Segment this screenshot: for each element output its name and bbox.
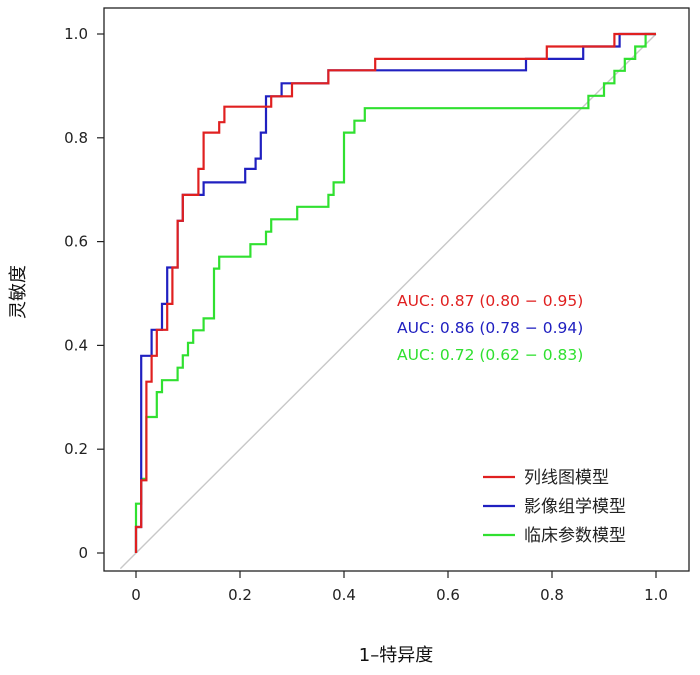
y-tick-label: 0.2 bbox=[64, 440, 88, 458]
legend-label: 临床参数模型 bbox=[524, 526, 626, 546]
roc-curve-3 bbox=[134, 32, 656, 553]
y-axis: 0 0.2 0.4 0.6 0.8 1.0 bbox=[64, 25, 104, 562]
auc-annotation: AUC: 0.86 (0.78 − 0.94) bbox=[397, 319, 583, 337]
y-tick-label: 1.0 bbox=[64, 25, 88, 43]
x-tick-label: 0.8 bbox=[540, 586, 564, 604]
y-tick-label: 0.4 bbox=[64, 336, 88, 354]
x-tick-label: 0.6 bbox=[436, 586, 460, 604]
roc-curves bbox=[134, 32, 656, 553]
x-tick-label: 1.0 bbox=[644, 586, 668, 604]
x-tick-label: 0.4 bbox=[332, 586, 356, 604]
y-tick-label: 0.8 bbox=[64, 129, 88, 147]
y-tick-label: 0.6 bbox=[64, 233, 88, 251]
roc-curve-1 bbox=[134, 32, 656, 553]
legend-label: 列线图模型 bbox=[524, 468, 609, 488]
auc-annotation: AUC: 0.87 (0.80 − 0.95) bbox=[397, 292, 583, 310]
plot-frame bbox=[103, 7, 690, 572]
auc-annotations: AUC: 0.87 (0.80 − 0.95) AUC: 0.86 (0.78 −… bbox=[397, 292, 583, 364]
reference-diagonal bbox=[119, 33, 657, 570]
x-axis: 0 0.2 0.4 0.6 0.8 1.0 bbox=[131, 571, 668, 604]
legend-label: 影像组学模型 bbox=[524, 497, 626, 517]
y-axis-title: 灵敏度 bbox=[8, 265, 29, 319]
x-tick-label: 0.2 bbox=[228, 586, 252, 604]
x-tick-label: 0 bbox=[131, 586, 141, 604]
x-axis-title: 1–特异度 bbox=[359, 645, 433, 666]
y-tick-label: 0 bbox=[78, 544, 88, 562]
auc-annotation: AUC: 0.72 (0.62 − 0.83) bbox=[397, 346, 583, 364]
